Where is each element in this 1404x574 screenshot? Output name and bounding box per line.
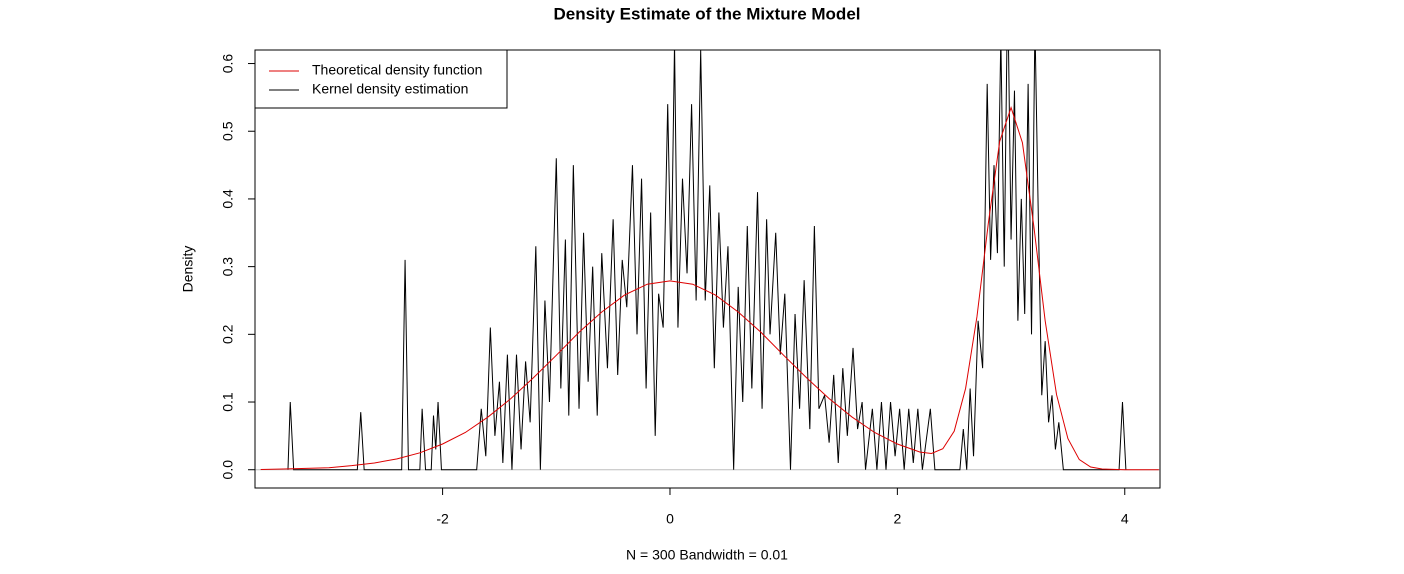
legend-box	[254, 49, 508, 109]
chart-title: Density Estimate of the Mixture Model	[554, 4, 861, 23]
legend-label: Kernel density estimation	[312, 81, 468, 97]
x-tick-label: 4	[1121, 511, 1129, 527]
density-line	[287, 50, 1127, 471]
y-axis-label: Density	[180, 246, 196, 293]
y-tick-label: 0.3	[220, 257, 236, 277]
y-tick-label: 0.6	[220, 54, 236, 74]
y-tick-label: 0.5	[220, 121, 236, 141]
y-tick-label: 0.2	[220, 324, 236, 344]
x-tick-label: 2	[893, 511, 901, 527]
x-axis-label: N = 300 Bandwidth = 0.01	[626, 547, 788, 563]
x-tick-label: -2	[436, 511, 449, 527]
legend-label: Theoretical density function	[312, 62, 482, 78]
density-line	[260, 105, 1159, 471]
plot-frame	[254, 49, 1161, 489]
plot-area	[255, 50, 1160, 471]
y-tick-label: 0.1	[220, 392, 236, 412]
y-tick-label: 0.0	[220, 460, 236, 480]
x-tick-label: 0	[666, 511, 674, 527]
y-tick-label: 0.4	[220, 189, 236, 209]
